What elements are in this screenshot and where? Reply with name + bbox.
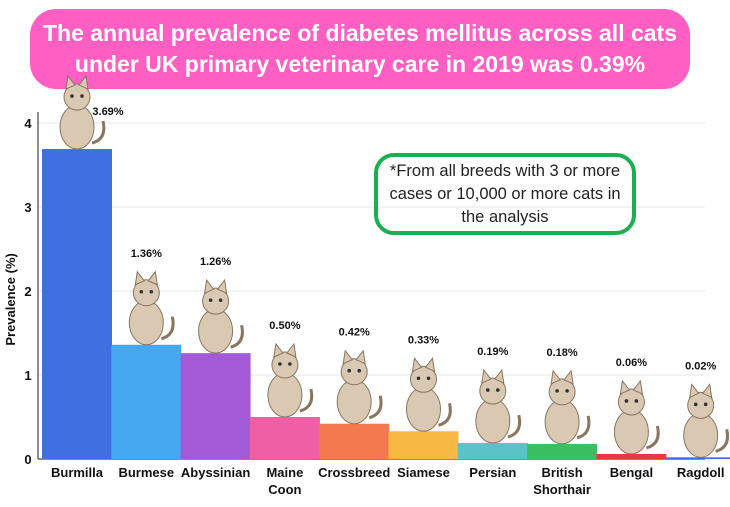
title-line-1: The annual prevalence of diabetes mellit… bbox=[42, 20, 678, 46]
y-axis-label: Prevalence (%) bbox=[3, 253, 18, 346]
cat-icon bbox=[544, 369, 591, 445]
category-label: Abyssinian bbox=[181, 465, 250, 480]
data-label: 0.06% bbox=[616, 357, 647, 369]
bar bbox=[596, 453, 667, 459]
category-label: Siamese bbox=[397, 465, 450, 480]
data-label: 0.33% bbox=[408, 334, 439, 346]
cat-icon bbox=[59, 74, 106, 150]
category-label: British bbox=[542, 465, 583, 480]
bar bbox=[388, 431, 459, 459]
category-label: Coon bbox=[268, 482, 301, 497]
title-line-2: under UK primary veterinary care in 2019… bbox=[74, 51, 646, 77]
category-label: Crossbreed bbox=[318, 465, 390, 480]
bar bbox=[42, 149, 112, 460]
bar bbox=[180, 353, 251, 459]
cat-icon bbox=[128, 270, 175, 346]
bar bbox=[665, 457, 730, 459]
bar bbox=[249, 417, 320, 459]
category-label: Ragdoll bbox=[677, 465, 725, 480]
data-label: 0.02% bbox=[685, 360, 716, 372]
y-tick-label: 0 bbox=[24, 452, 31, 467]
title-banner: The annual prevalence of diabetes mellit… bbox=[30, 9, 690, 89]
bar bbox=[457, 443, 528, 459]
cat-icon bbox=[336, 349, 383, 425]
category-label: Bengal bbox=[610, 465, 653, 480]
footnote-box: *From all breeds with 3 or more cases or… bbox=[374, 153, 636, 235]
category-label: Maine bbox=[266, 465, 303, 480]
cat-icon bbox=[198, 278, 244, 354]
y-tick-label: 2 bbox=[24, 284, 31, 299]
cat-icon bbox=[406, 357, 452, 432]
bar bbox=[111, 344, 182, 459]
data-label: 0.18% bbox=[546, 347, 577, 359]
data-label: 1.36% bbox=[131, 248, 162, 260]
cat-icon bbox=[683, 383, 730, 458]
footnote-text: *From all breeds with 3 or more cases or… bbox=[389, 161, 621, 226]
data-label: 0.19% bbox=[477, 346, 508, 358]
category-label: Burmilla bbox=[51, 465, 104, 480]
data-label: 0.50% bbox=[269, 320, 300, 332]
data-label: 0.42% bbox=[339, 327, 370, 339]
y-tick-label: 1 bbox=[24, 368, 31, 383]
category-label: Burmese bbox=[118, 465, 174, 480]
data-label: 1.26% bbox=[200, 256, 231, 268]
y-tick-label: 3 bbox=[24, 200, 31, 215]
cat-icon bbox=[267, 342, 314, 418]
bar bbox=[319, 423, 390, 459]
data-label: 3.69% bbox=[92, 106, 123, 118]
category-label: Shorthair bbox=[533, 482, 591, 497]
y-tick-label: 4 bbox=[24, 116, 32, 131]
cat-icon bbox=[613, 379, 660, 455]
category-label: Persian bbox=[469, 465, 516, 480]
bar bbox=[527, 443, 598, 459]
cat-icon bbox=[475, 368, 522, 444]
